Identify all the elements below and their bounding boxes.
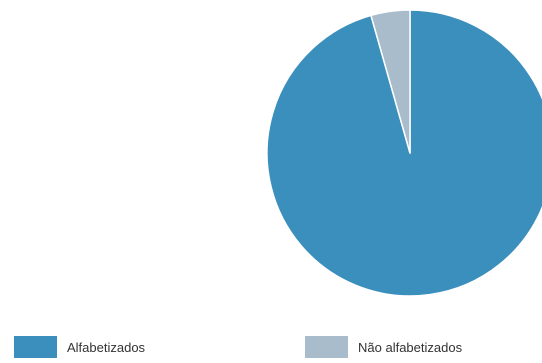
legend-label-nao-alfabetizados: Não alfabetizados bbox=[358, 339, 463, 355]
legend-item-nao-alfabetizados: Não alfabetizados bbox=[305, 336, 462, 358]
legend-swatch-alfabetizados bbox=[14, 336, 57, 358]
pie-slices bbox=[266, 9, 542, 297]
pie-slice-0 bbox=[266, 9, 542, 297]
legend-label-alfabetizados: Alfabetizados bbox=[67, 339, 146, 355]
legend-swatch-nao-alfabetizados bbox=[305, 336, 348, 358]
legend-item-alfabetizados: Alfabetizados bbox=[14, 336, 145, 358]
pie-slice-1 bbox=[370, 9, 411, 154]
